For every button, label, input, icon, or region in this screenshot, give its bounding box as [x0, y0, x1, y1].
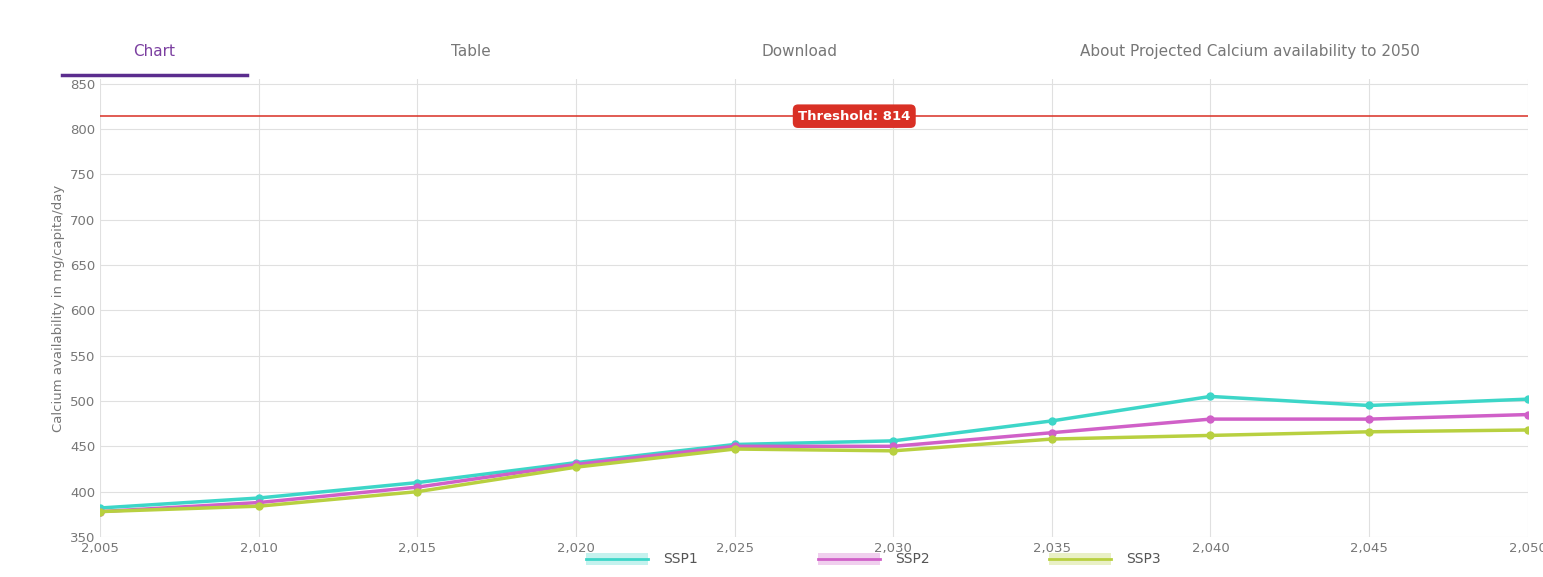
Text: SSP1: SSP1: [663, 552, 699, 566]
Text: Threshold: 814: Threshold: 814: [798, 110, 910, 123]
FancyBboxPatch shape: [586, 553, 648, 565]
Y-axis label: Calcium availability in mg/capita/day: Calcium availability in mg/capita/day: [51, 185, 65, 432]
Text: Chart: Chart: [133, 44, 176, 59]
Text: SSP2: SSP2: [895, 552, 929, 566]
Text: Table: Table: [451, 44, 491, 59]
FancyBboxPatch shape: [818, 553, 880, 565]
Text: Download: Download: [761, 44, 838, 59]
Text: SSP3: SSP3: [1126, 552, 1160, 566]
FancyBboxPatch shape: [1049, 553, 1111, 565]
Text: About Projected Calcium availability to 2050: About Projected Calcium availability to …: [1080, 44, 1420, 59]
Text: Projected Calcium availability to 2050: Projected Calcium availability to 2050: [548, 8, 995, 28]
